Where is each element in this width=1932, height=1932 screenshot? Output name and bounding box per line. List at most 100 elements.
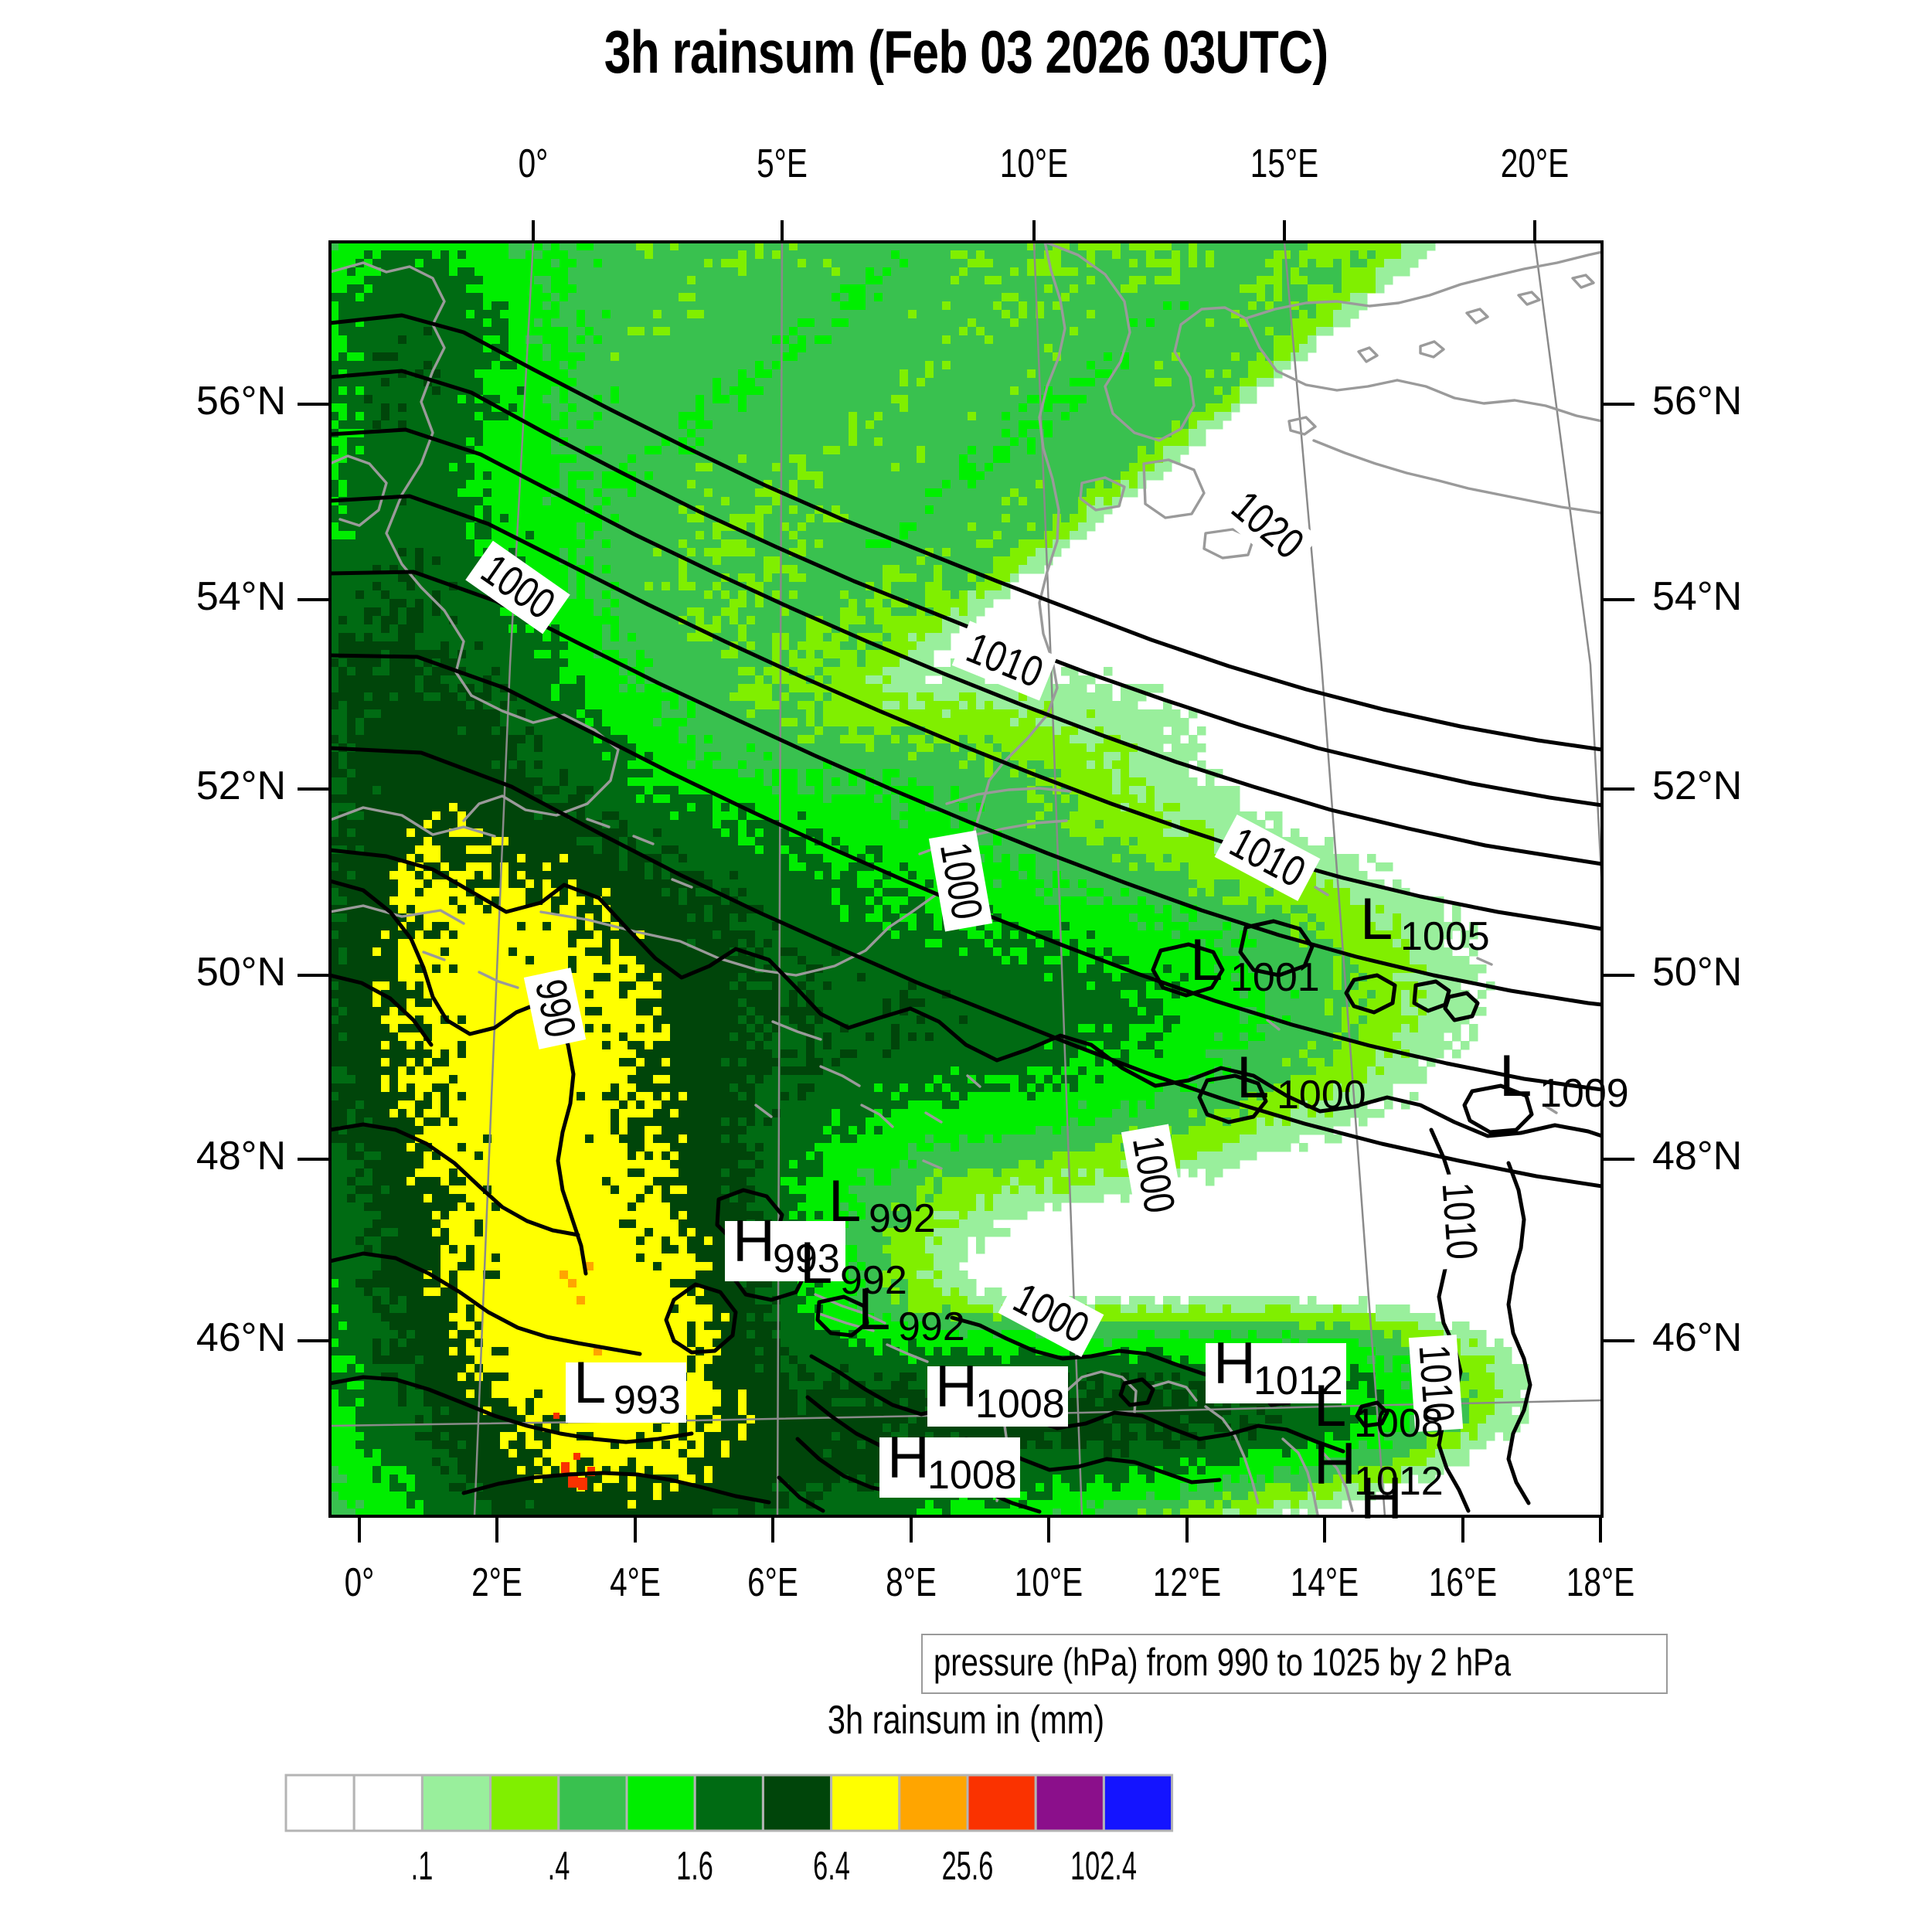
map-frame [298,220,1634,1543]
contour-label: 1000 [928,830,993,932]
colorbar-cell [420,1774,492,1832]
colorbar-cell [557,1774,628,1832]
colorbar-cell [625,1774,696,1832]
pressure-center-value: 1005 [1400,914,1490,959]
bottom-axis-tick-label: 2°E [471,1560,522,1605]
pressure-center-type: L [800,1230,832,1296]
bottom-axis-tick-label: 8°E [886,1560,937,1605]
pressure-center-value: 1001 [1230,955,1320,1000]
bottom-axis-tick-label: 16°E [1428,1560,1498,1605]
pressure-center-type: L [1314,1373,1346,1439]
right-axis-tick-label: 50°N [1652,950,1743,995]
colorbar-tick-label: 102.4 [1070,1844,1138,1889]
pressure-center-value: 992 [869,1196,936,1241]
pressure-legend-box: pressure (hPa) from 990 to 1025 by 2 hPa [921,1634,1668,1694]
colorbar-cell [830,1774,901,1832]
contour-label: 1010 [1431,1172,1487,1270]
pressure-center-value: 1008 [1354,1401,1444,1446]
contour-label-text: 1010 [1433,1181,1487,1261]
top-axis-tick-label: 15°E [1250,141,1319,186]
page-title: 3h rainsum (Feb 03 2026 03UTC) [604,18,1328,86]
colorbar-tick-label: .1 [411,1844,434,1889]
colorbar [284,1774,1174,1832]
right-axis-tick-label: 56°N [1652,379,1743,423]
bottom-axis-tick-label: 14°E [1290,1560,1359,1605]
colorbar-cell [898,1774,969,1832]
pressure-center-type: H [1360,1466,1403,1532]
pressure-center-low: L 1005 [1360,886,1490,959]
pressure-center-type: H [1314,1431,1356,1497]
colorbar-cell [761,1774,833,1832]
colorbar-cell [489,1774,560,1832]
pressure-center-type: L [1236,1045,1269,1111]
pressure-center-type: L [1360,886,1393,952]
contour-label: 1010 [1408,1334,1464,1433]
colorbar-cell [284,1774,355,1832]
bottom-axis-tick-label: 6°E [747,1560,798,1605]
right-axis-tick-label: 52°N [1652,764,1743,808]
right-axis-tick-label: 46°N [1652,1315,1743,1360]
pressure-center-type: H [935,1354,978,1420]
pressure-center-value: 993 [773,1236,840,1281]
pressure-center-type: L [573,1350,606,1416]
pressure-center-low: L 993 [566,1350,686,1423]
pressure-center-value: 1012 [1253,1359,1343,1403]
colorbar-tick-label: 6.4 [812,1844,850,1889]
pressure-center-value: 1008 [975,1382,1065,1427]
colorbar-tick-label: 25.6 [941,1844,994,1889]
colorbar-cell [966,1774,1037,1832]
left-axis-tick-label: 56°N [196,379,286,423]
pressure-center-type: H [733,1209,775,1274]
colorbar-tick-label: 1.6 [676,1844,714,1889]
top-axis-tick-label: 20°E [1500,141,1570,186]
top-axis-tick-label: 10°E [999,141,1069,186]
colorbar-title: 3h rainsum in (mm) [827,1698,1105,1743]
left-axis-tick-label: 48°N [196,1134,286,1179]
bottom-axis-tick-label: 18°E [1566,1560,1635,1605]
pressure-center-low: L 992 [858,1277,965,1349]
pressure-legend-text: pressure (hPa) from 990 to 1025 by 2 hPa [934,1641,1512,1684]
top-axis-tick-label: 5°E [757,141,808,186]
bottom-axis-tick-label: 0° [344,1560,375,1605]
pressure-center-value: 993 [614,1378,681,1423]
pressure-center-low: L 1008 [1314,1373,1444,1446]
contour-label: 990 [523,968,587,1049]
right-axis-tick-label: 54°N [1652,574,1743,619]
top-axis-tick-label: 0° [518,141,549,186]
left-axis-tick-label: 50°N [196,950,286,995]
contour-label-text: 1010 [1410,1343,1464,1423]
pressure-center-value: 1009 [1539,1071,1629,1116]
pressure-center-low: L 1000 [1236,1045,1366,1117]
right-axis-tick-label: 48°N [1652,1134,1743,1179]
pressure-center-low: L 1009 [1499,1043,1629,1116]
pressure-center-type: L [1499,1043,1532,1109]
pressure-center-value: 1008 [927,1453,1017,1498]
pressure-center-type: L [858,1277,890,1342]
colorbar-cell [352,1774,423,1832]
pressure-center-type: H [887,1425,930,1491]
pressure-center-type: L [1190,927,1223,993]
colorbar-tick-label: .4 [547,1844,570,1889]
bottom-axis-tick-label: 4°E [610,1560,661,1605]
bottom-axis-tick-label: 12°E [1152,1560,1222,1605]
left-axis-tick-label: 54°N [196,574,286,619]
colorbar-cell [1034,1774,1105,1832]
left-axis-tick-label: 46°N [196,1315,286,1360]
pressure-center-low: L 1001 [1190,927,1320,1000]
left-axis-tick-label: 52°N [196,764,286,808]
colorbar-cell [693,1774,764,1832]
contour-label-text: 990 [526,975,586,1042]
pressure-center-value: 1000 [1277,1073,1366,1117]
pressure-center-low: L 992 [800,1230,907,1303]
bottom-axis-tick-label: 10°E [1014,1560,1083,1605]
pressure-center-value: 992 [840,1258,907,1303]
pressure-center-value: 1012 [1354,1459,1444,1504]
pressure-center-type: H [1213,1331,1256,1396]
